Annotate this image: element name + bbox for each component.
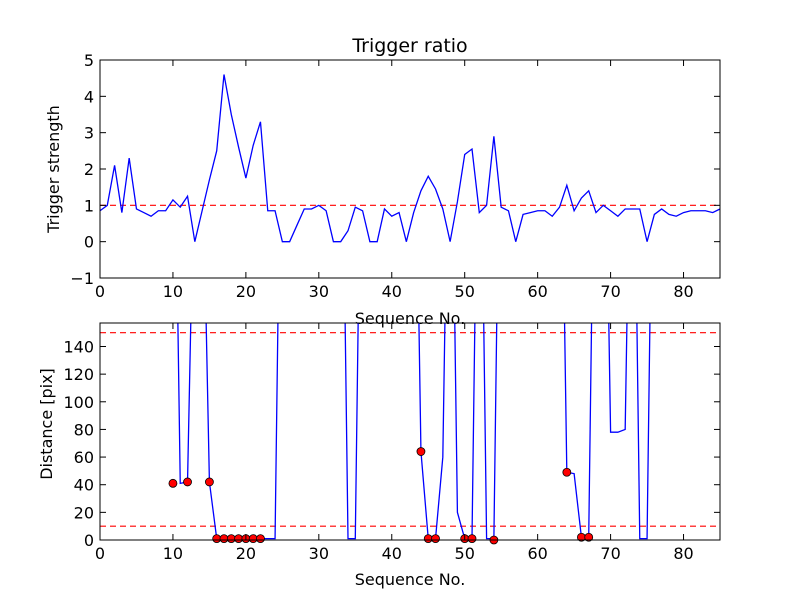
data-point-marker [416, 447, 426, 456]
x-tick-label: 60 [527, 544, 547, 563]
trigger-ratio-chart: Trigger ratio 0 10 20 30 40 50 60 70 80−1012345 … [44, 35, 721, 328]
y-tick-label: 140 [63, 337, 94, 356]
series-line [100, 74, 720, 243]
x-tick-label: 80 [673, 282, 693, 301]
data-point-marker [168, 478, 178, 488]
x-tick-label: 50 [455, 282, 475, 301]
x-tick-label: 30 [309, 282, 329, 301]
y-tick-label: 1 [84, 196, 94, 215]
data-point-marker [219, 534, 229, 544]
y-tick-label: 80 [74, 420, 94, 439]
plot-frame [99, 322, 721, 541]
x-tick-label: 0 [95, 544, 105, 563]
y-tick-label: 100 [63, 393, 94, 412]
y-axis-label: Distance [pix] [37, 368, 56, 480]
y-tick-label: 0 [84, 233, 94, 252]
y-tick-label: 120 [63, 365, 94, 384]
data-point-marker [423, 534, 433, 544]
x-tick-label: 10 [163, 282, 183, 301]
y-tick-label: 20 [74, 503, 94, 522]
y-tick-label: 40 [74, 476, 94, 495]
y-tick-label: 3 [84, 124, 94, 143]
x-tick-label: 20 [236, 544, 256, 563]
x-tick-label: 70 [600, 282, 620, 301]
chart-title: Trigger ratio [351, 35, 467, 57]
data-point-marker [212, 534, 222, 544]
distance-chart: 0 10 20 30 40 50 60 70 80 0 20 40 60 80 100 120 140 Sequ… [37, 322, 721, 589]
data-point-marker [248, 534, 258, 544]
data-point-marker [431, 534, 440, 544]
y-tick-label: −1 [70, 269, 94, 288]
x-tick-label: 20 [236, 282, 256, 301]
y-tick-label: 60 [74, 448, 94, 467]
data-point-marker [256, 534, 265, 544]
data-point-marker [226, 534, 236, 544]
data-point-marker [205, 477, 214, 487]
x-tick-label: 0 [95, 282, 105, 301]
y-tick-label: 0 [84, 531, 94, 550]
x-tick-label: 10 [163, 544, 183, 563]
x-axis-label: Sequence No. [355, 570, 466, 589]
y-tick-label: 5 [84, 51, 94, 70]
x-tick-label: 70 [600, 544, 620, 563]
data-point-marker [183, 477, 192, 487]
x-axis-label: Sequence No. [355, 309, 466, 328]
data-point-marker [234, 534, 243, 544]
y-tick-label: 4 [84, 87, 94, 106]
data-point-marker [467, 534, 477, 544]
data-point-marker [584, 532, 594, 542]
x-tick-label: 60 [527, 282, 547, 301]
y-tick-label: 2 [84, 160, 94, 179]
x-tick-label: 30 [309, 544, 329, 563]
y-axis-label: Trigger strength [44, 105, 63, 234]
plot-frame [99, 59, 721, 279]
plot-area [100, 74, 720, 243]
x-tick-label: 50 [455, 544, 475, 563]
x-tick-label: 40 [382, 544, 402, 563]
x-tick-label: 80 [673, 544, 693, 563]
x-tick-label: 40 [382, 282, 402, 301]
data-point-marker [562, 467, 572, 477]
